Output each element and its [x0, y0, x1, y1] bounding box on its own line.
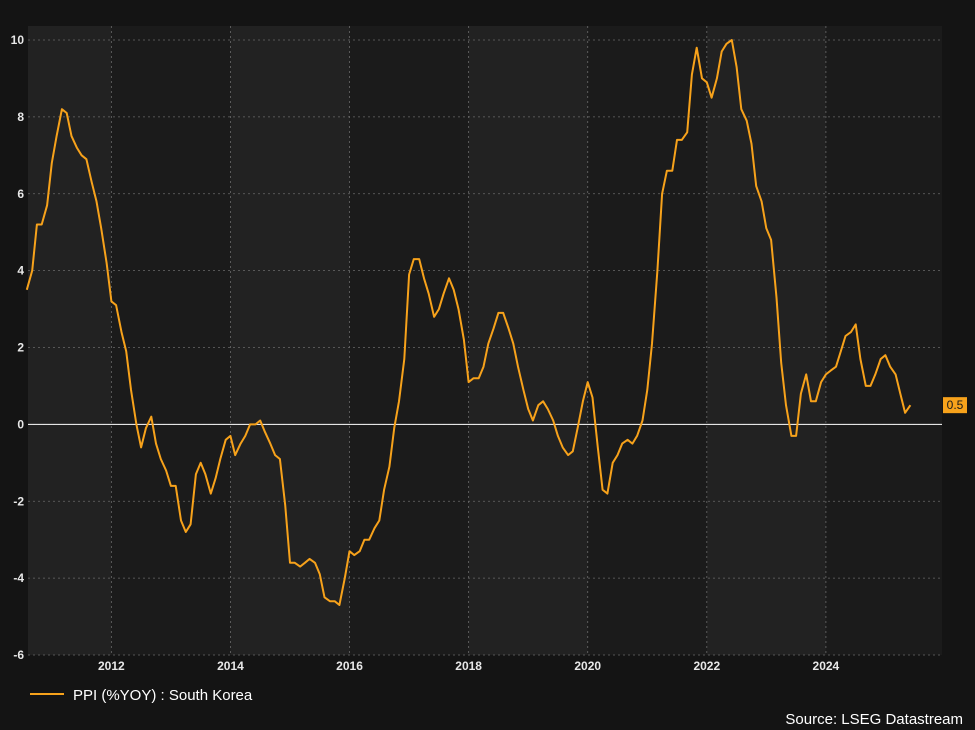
background-band — [230, 26, 350, 655]
background-band — [111, 26, 231, 655]
x-axis-tick-labels: 2012 2014 2016 2018 2020 2022 2024 — [98, 659, 840, 673]
last-value-text: 0.5 — [947, 398, 964, 412]
x-tick-label: 2020 — [574, 659, 601, 673]
background-band — [706, 26, 826, 655]
x-tick-label: 2018 — [455, 659, 482, 673]
y-tick-label: -4 — [13, 571, 24, 585]
background-band — [28, 26, 112, 655]
legend: PPI (%YOY) : South Korea — [30, 687, 253, 704]
background-band — [468, 26, 588, 655]
x-tick-label: 2024 — [813, 659, 840, 673]
series-line-ppi — [25, 39, 912, 606]
y-tick-label: -6 — [13, 648, 24, 662]
background-bands — [28, 26, 942, 655]
x-tick-label: 2012 — [98, 659, 125, 673]
background-band — [825, 26, 942, 655]
y-tick-label: 2 — [17, 341, 24, 355]
legend-label: PPI (%YOY) : South Korea — [73, 687, 253, 704]
y-tick-label: 10 — [11, 33, 25, 47]
background-band — [349, 26, 469, 655]
source-label: Source: LSEG Datastream — [785, 711, 963, 728]
y-tick-label: 6 — [17, 187, 24, 201]
last-value-badge — [943, 397, 967, 414]
y-tick-label: 0 — [17, 417, 24, 431]
y-tick-label: 8 — [17, 110, 24, 124]
last-value-label: 0.5 — [943, 397, 967, 414]
x-tick-label: 2022 — [693, 659, 720, 673]
y-tick-label: -2 — [13, 494, 24, 508]
x-tick-label: 2016 — [336, 659, 363, 673]
x-tick-label: 2014 — [217, 659, 244, 673]
y-tick-label: 4 — [17, 264, 24, 278]
y-axis-tick-labels: -6 -4 -2 0 2 4 6 8 10 — [11, 33, 25, 662]
